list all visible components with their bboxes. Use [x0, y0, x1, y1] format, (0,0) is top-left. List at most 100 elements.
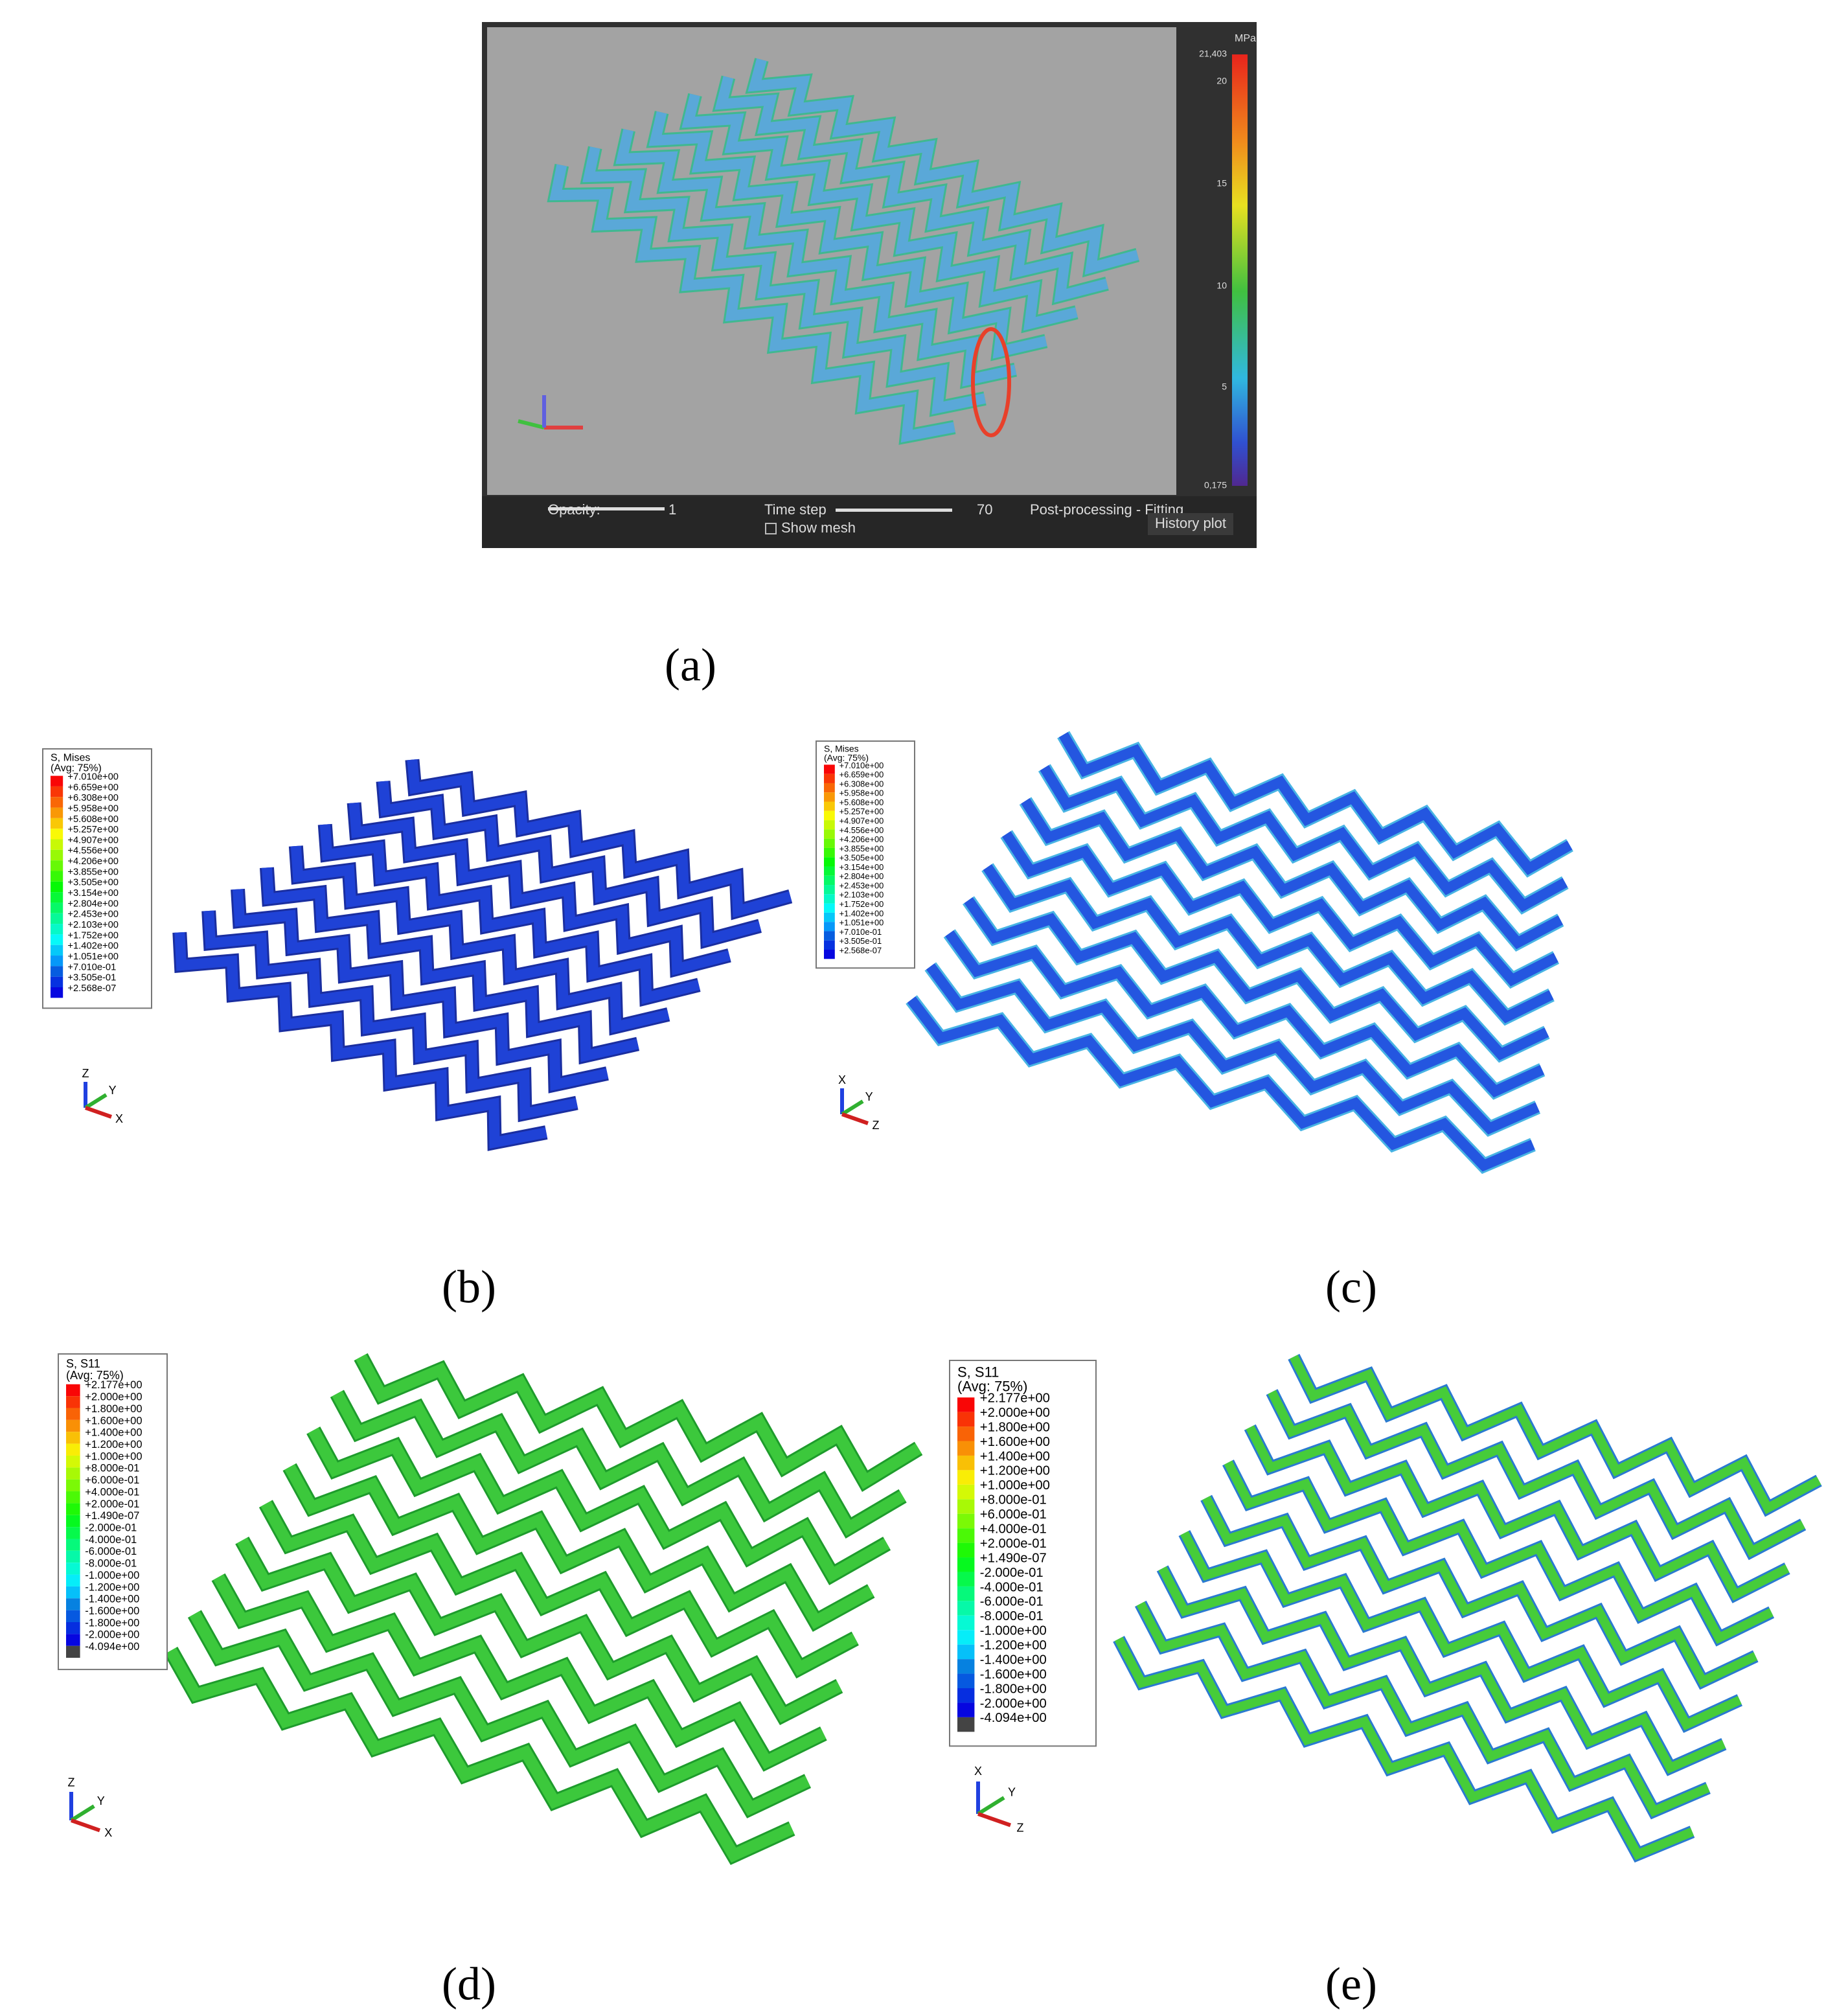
legend-value: +1.200e+00: [980, 1464, 1050, 1478]
legend-value: +1.402e+00: [67, 941, 119, 952]
legend-swatch: [824, 783, 835, 793]
panel-label: (c): [1325, 1261, 1377, 1313]
strut: [378, 781, 762, 947]
legend-value: +8.000e-01: [980, 1493, 1047, 1507]
legend-swatch: [66, 1539, 80, 1551]
legend-value: -4.094e+00: [980, 1711, 1047, 1725]
legend-title: S, S11: [66, 1357, 100, 1370]
strut: [1158, 1566, 1726, 1774]
show-mesh-checkbox[interactable]: [765, 523, 777, 534]
strut: [260, 1500, 858, 1676]
legend-value: +3.505e+00: [839, 853, 884, 863]
legend-swatch: [66, 1384, 80, 1397]
legend-swatch: [51, 871, 63, 882]
legend-swatch: [66, 1467, 80, 1480]
legend-value: -1.200e+00: [980, 1638, 1047, 1653]
legend-value: -1.400e+00: [85, 1593, 139, 1605]
strut: [174, 932, 547, 1149]
strut: [907, 996, 1535, 1172]
legend-title: S, Mises: [51, 753, 90, 764]
legend-swatch: [957, 1513, 975, 1529]
strut: [233, 889, 609, 1092]
legend-swatch: [51, 902, 63, 913]
legend-swatch: [824, 894, 835, 904]
lattice: [1113, 1353, 1822, 1863]
legend-value: -4.000e-01: [980, 1580, 1044, 1594]
legend-swatch: [957, 1470, 975, 1485]
legend-swatch: [957, 1528, 975, 1543]
legend-value: +3.855e+00: [67, 867, 119, 877]
legend-swatch: [824, 801, 835, 811]
legend-swatch: [957, 1455, 975, 1471]
legend-subtitle: (Avg: 75%): [51, 763, 102, 774]
legend-swatch: [824, 931, 835, 941]
strut: [308, 1427, 890, 1583]
legend-swatch: [824, 950, 835, 959]
legend-value: -2.000e-01: [980, 1566, 1044, 1580]
strut: [407, 759, 792, 918]
strut: [1136, 1601, 1710, 1817]
legend-swatch: [66, 1610, 80, 1622]
legend-swatch: [957, 1702, 975, 1717]
legend-value: +1.490e-07: [85, 1509, 139, 1522]
legend-value: +2.453e+00: [67, 910, 119, 920]
legend-value: +1.400e+00: [85, 1426, 142, 1439]
legend-swatch: [51, 807, 63, 818]
triad-label: Y: [97, 1794, 105, 1807]
legend-value: +1.600e+00: [85, 1414, 142, 1426]
legend-value: -1.400e+00: [980, 1653, 1047, 1667]
triad-arrow: [977, 1796, 1005, 1816]
legend-value: +4.206e+00: [67, 856, 119, 867]
legend-value: +3.855e+00: [839, 843, 884, 853]
triad-arrow: [977, 1812, 1011, 1827]
history-button[interactable]: [1148, 513, 1233, 535]
legend-value: -8.000e-01: [980, 1609, 1044, 1623]
legend-swatch: [51, 913, 63, 924]
legend-swatch: [957, 1659, 975, 1674]
legend-swatch: [824, 764, 835, 774]
legend-subtitle: (Avg: 75%): [957, 1379, 1027, 1395]
legend-swatch: [51, 775, 63, 786]
strut: [681, 93, 1078, 331]
triad-label: X: [838, 1073, 846, 1086]
time-slider[interactable]: [836, 509, 952, 512]
legend-swatch: [66, 1527, 80, 1539]
legend-value: +5.257e+00: [67, 825, 119, 835]
strut: [964, 897, 1549, 1060]
legend-value: +1.490e-07: [980, 1551, 1047, 1565]
legend-value: -6.000e-01: [85, 1545, 137, 1557]
legend-value: +4.206e+00: [839, 834, 884, 844]
opacity-slider[interactable]: [548, 507, 665, 510]
legend-value: +7.010e-01: [839, 927, 882, 937]
lattice: [906, 731, 1573, 1174]
strut: [615, 129, 1017, 387]
legend-swatch: [824, 847, 835, 858]
strut: [926, 963, 1540, 1135]
panel-label: (a): [665, 639, 716, 691]
legend-swatch: [66, 1491, 80, 1504]
legend-value: +1.200e+00: [85, 1438, 142, 1450]
legend-value: +1.051e+00: [839, 918, 884, 928]
strut: [1202, 1495, 1758, 1688]
legend-title: S, S11: [957, 1364, 999, 1380]
panel-label: (b): [442, 1261, 496, 1313]
time-step-value: 70: [977, 501, 992, 518]
legend-swatch: [66, 1479, 80, 1492]
legend-value: +1.000e+00: [980, 1478, 1050, 1493]
legend-value: +6.308e+00: [67, 793, 119, 803]
triad-arrow: [841, 1112, 869, 1125]
legend-swatch: [66, 1455, 80, 1468]
legend-value: +5.958e+00: [839, 788, 884, 798]
legend-swatch: [51, 976, 63, 987]
legend-swatch: [51, 786, 63, 797]
legend-value: +3.505e-01: [839, 936, 882, 946]
legend-swatch: [51, 956, 63, 967]
legend-value: +2.103e+00: [839, 890, 884, 900]
legend-value: -8.000e-01: [85, 1557, 137, 1570]
legend-value: +1.402e+00: [839, 908, 884, 918]
legend-subtitle: (Avg: 75%): [66, 1369, 124, 1382]
strut: [582, 146, 987, 415]
legend-swatch: [51, 818, 63, 829]
